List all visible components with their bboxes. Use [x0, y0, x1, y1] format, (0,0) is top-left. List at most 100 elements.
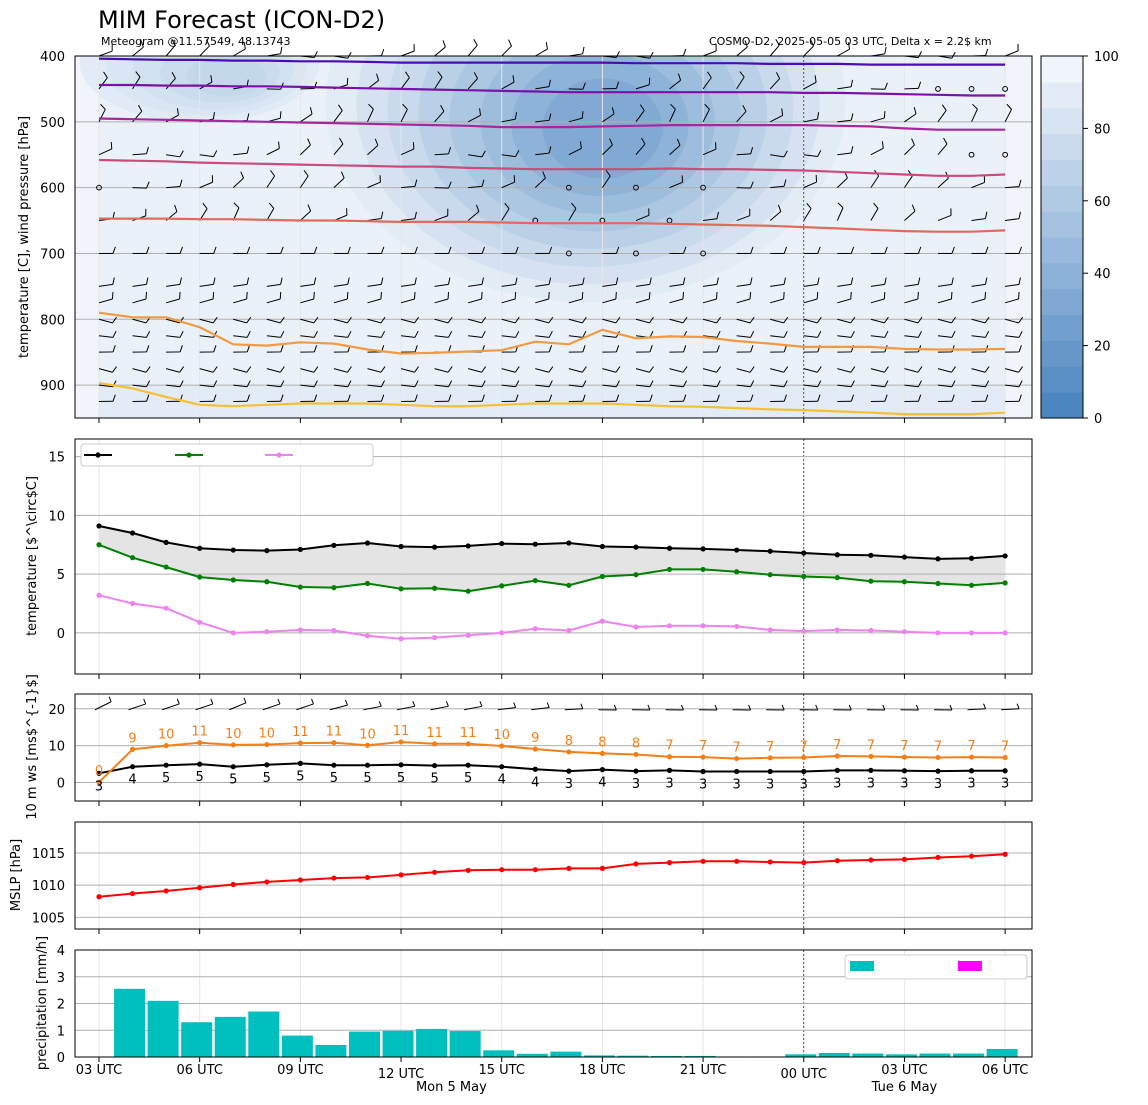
wind-barb: [98, 148, 112, 156]
gust-value-label: 7: [967, 739, 975, 754]
surface-wind-barb-flag: [445, 701, 449, 707]
wind-barb-flag: [1018, 277, 1021, 285]
wind-barb-flag: [1018, 345, 1022, 353]
precipitation-bar: [818, 1052, 850, 1057]
wind-barb-flag: [972, 103, 978, 110]
surface-wind-barb-flag: [513, 702, 517, 708]
wind-barb-flag: [615, 277, 619, 285]
wind-barb: [669, 283, 684, 287]
wind-barb-flag: [649, 394, 653, 402]
wind-barb-flag: [548, 113, 552, 121]
wind-barb: [300, 368, 315, 373]
wind-barb-flag: [850, 316, 856, 324]
y-tick-label: 400: [40, 50, 65, 65]
isotherm-line: [98, 382, 1006, 416]
wind-barb-flag: [268, 202, 275, 209]
wind-barb-flag: [571, 202, 577, 209]
wind-barb-flag: [783, 380, 788, 388]
wind-barb: [971, 298, 986, 304]
wind-barb-flag: [481, 150, 486, 158]
wind-barb-flag: [278, 141, 280, 149]
wind-barb: [904, 384, 919, 388]
y-axis-label: MSLP [hPa]: [9, 839, 24, 911]
wind-barb: [501, 298, 516, 304]
wind-barb-flag: [750, 394, 754, 402]
wind-barb-flag: [280, 394, 284, 402]
wind-barb: [971, 218, 986, 222]
wind-barb: [434, 298, 449, 304]
wind-barb: [736, 46, 748, 57]
wind-barb: [233, 318, 247, 324]
colorbar-step: [1041, 366, 1083, 393]
wind-barb: [702, 318, 717, 324]
wind-barb-flag: [775, 38, 780, 46]
isotherm-line: [98, 57, 1006, 66]
surface-wind-barb-flag: [210, 698, 214, 705]
wind-barb: [501, 45, 512, 57]
temperature-point: [398, 543, 404, 550]
mslp-point: [566, 865, 572, 872]
wind-barb: [971, 108, 978, 123]
wind-barb: [199, 45, 210, 57]
wind-barb: [132, 298, 147, 304]
wind-barb: [468, 283, 483, 287]
wind-barb-flag: [917, 380, 922, 388]
mslp-point: [700, 858, 706, 864]
wind-barb: [971, 335, 986, 338]
wind-barb: [837, 48, 850, 57]
colorbar-step: [1041, 159, 1083, 186]
wind-barb-flag: [548, 146, 552, 154]
wind-barb-flag: [481, 380, 486, 388]
wind-barb-flag: [347, 51, 352, 59]
wind-point: [767, 768, 773, 775]
wind-barb: [602, 113, 615, 123]
wind-point: [432, 741, 438, 747]
wind-barb-flag: [579, 141, 582, 149]
calm-wind-marker: [968, 151, 975, 158]
wind-point: [566, 768, 572, 774]
wind-barb-flag: [913, 106, 917, 115]
panel-frame: [74, 438, 1033, 675]
wind-barb-flag: [582, 277, 585, 285]
wind-barb-flag: [381, 246, 385, 254]
gust-value-label: 7: [699, 739, 707, 754]
wind-barb-flag: [682, 316, 688, 324]
temperature-point: [599, 543, 606, 550]
wind-barb-flag: [749, 366, 755, 373]
temperature-point: [163, 539, 169, 546]
wind-barb: [535, 86, 550, 90]
wind-barb: [400, 283, 415, 287]
wind-barb: [467, 45, 478, 57]
wind-barb-flag: [649, 51, 654, 59]
wind-barb: [501, 118, 516, 123]
temperature-point: [566, 582, 572, 588]
wind-barb-flag: [716, 380, 721, 388]
wind-barb-flag: [240, 171, 244, 179]
wind-barb: [702, 368, 717, 373]
wind-barb-flag: [176, 108, 179, 116]
temperature-legend-box: [80, 443, 374, 467]
mslp-point: [633, 861, 639, 867]
x-tick-label: 03 UTC: [76, 1063, 122, 1078]
wind-barb: [467, 78, 478, 90]
wind-barb: [1004, 368, 1019, 373]
wind-point: [264, 762, 270, 768]
wind-barb: [434, 215, 448, 222]
gust-value-label: 10: [158, 728, 175, 743]
temperature-point: [532, 626, 538, 632]
surface-wind-barb-flag: [714, 704, 718, 711]
temperature-point: [96, 523, 102, 529]
temperature-point: [901, 629, 908, 635]
wind-barb-flag: [135, 71, 141, 78]
wind-barb: [1004, 298, 1019, 304]
surface-wind-barb: [195, 703, 213, 711]
wind-barb: [333, 384, 348, 388]
wind-barb: [166, 185, 181, 189]
wind-barb: [434, 384, 449, 388]
wind-barb-flag: [548, 277, 552, 285]
temperature-point: [901, 579, 908, 585]
surface-wind-barb-flag: [949, 704, 953, 711]
wind-barb-flag: [582, 82, 586, 90]
wind-barb-flag: [313, 246, 318, 254]
surface-wind-barb-flag: [781, 704, 785, 711]
